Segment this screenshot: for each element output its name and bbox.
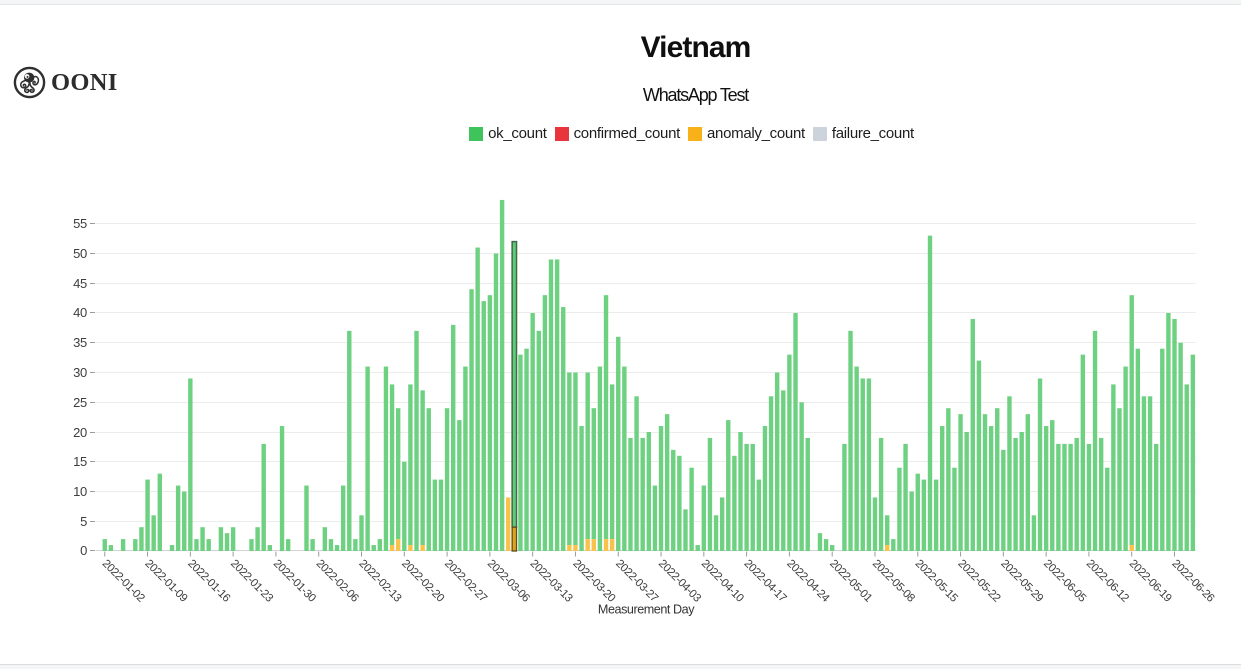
svg-text:2022-04-24: 2022-04-24 [784,558,831,605]
svg-text:30: 30 [73,365,87,380]
svg-text:2022-01-30: 2022-01-30 [271,558,318,605]
svg-text:2022-01-09: 2022-01-09 [142,558,189,605]
svg-text:2022-05-22: 2022-05-22 [955,558,1002,605]
svg-text:2022-03-13: 2022-03-13 [528,558,575,605]
svg-text:50: 50 [73,246,87,261]
svg-text:2022-03-27: 2022-03-27 [613,558,660,605]
svg-text:10: 10 [73,484,87,499]
svg-text:2022-05-29: 2022-05-29 [998,558,1045,605]
svg-text:2022-06-19: 2022-06-19 [1127,558,1174,605]
svg-text:55: 55 [73,216,87,231]
svg-text:2022-03-20: 2022-03-20 [570,558,617,605]
svg-text:2022-04-10: 2022-04-10 [699,558,746,605]
svg-text:2022-06-26: 2022-06-26 [1169,558,1216,605]
svg-text:2022-02-13: 2022-02-13 [356,558,403,605]
svg-text:2022-02-06: 2022-02-06 [314,558,361,605]
svg-text:0: 0 [80,543,87,558]
svg-text:25: 25 [73,395,87,410]
svg-text:2022-04-17: 2022-04-17 [741,558,788,605]
svg-text:2022-05-08: 2022-05-08 [870,558,917,605]
svg-text:2022-03-06: 2022-03-06 [485,558,532,605]
svg-text:2022-06-12: 2022-06-12 [1084,558,1131,605]
svg-text:2022-05-01: 2022-05-01 [827,558,874,605]
svg-text:2022-02-27: 2022-02-27 [442,558,489,605]
svg-text:2022-05-15: 2022-05-15 [913,558,960,605]
svg-text:20: 20 [73,425,87,440]
svg-text:2022-01-02: 2022-01-02 [100,558,147,605]
svg-text:2022-01-16: 2022-01-16 [185,558,232,605]
svg-text:Measurement Day: Measurement Day [598,603,695,617]
svg-text:2022-01-23: 2022-01-23 [228,558,275,605]
svg-text:2022-04-03: 2022-04-03 [656,558,703,605]
svg-text:40: 40 [73,305,87,320]
svg-text:35: 35 [73,335,87,350]
svg-text:45: 45 [73,276,87,291]
svg-text:2022-06-05: 2022-06-05 [1041,558,1088,605]
svg-text:2022-02-20: 2022-02-20 [399,558,446,605]
svg-text:5: 5 [80,514,87,529]
svg-text:15: 15 [73,454,87,469]
